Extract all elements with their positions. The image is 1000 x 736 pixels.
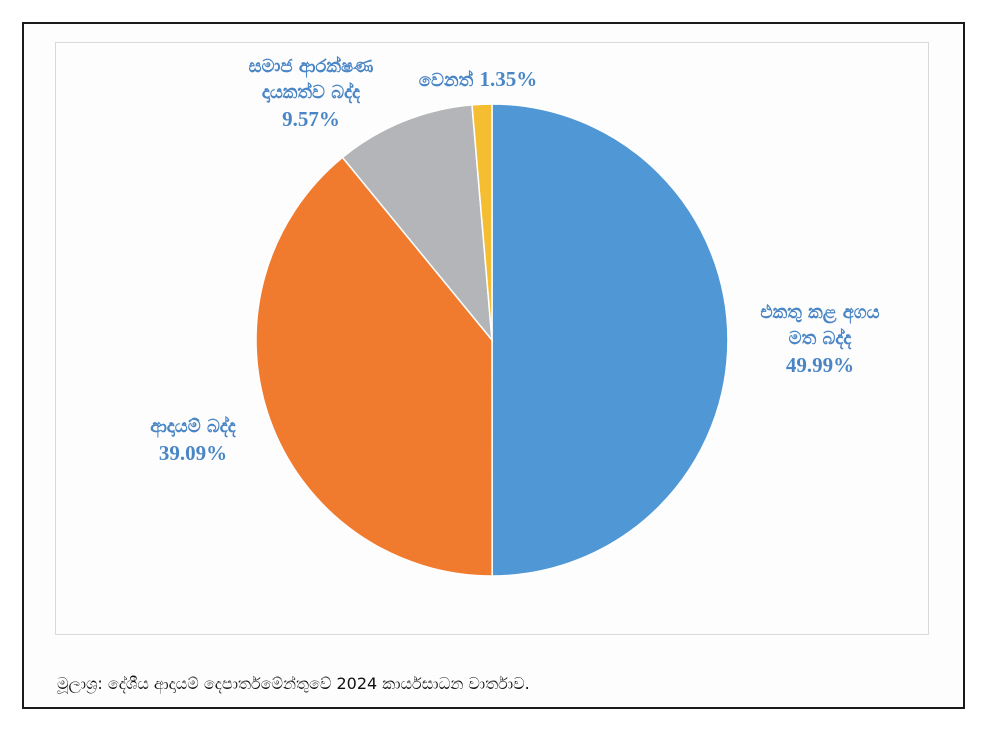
slice-vat	[491, 103, 729, 577]
label-vat-value: 49.99%	[785, 353, 855, 377]
label-social-security-line1: සමාජ ආරක්ෂණ	[248, 56, 374, 77]
slice-other	[471, 103, 493, 341]
label-other-text: වෙනත්	[418, 70, 474, 91]
label-income-tax: ආදායම් බද්ද 39.09%	[118, 414, 268, 466]
label-vat-line1: එකතු කළ අගය	[760, 302, 880, 323]
label-social-security-line2: දායකත්ව බද්ද	[261, 82, 361, 103]
label-other: වෙනත් 1.35%	[398, 66, 558, 94]
slice-income-tax	[255, 156, 493, 577]
label-social-security-value: 9.57%	[282, 107, 340, 131]
label-social-security: සමාජ ආරක්ෂණ දායකත්ව බද්ද 9.57%	[226, 54, 396, 132]
label-other-value: 1.35%	[479, 67, 538, 91]
label-vat-line2: මත බද්ද	[788, 328, 852, 349]
label-vat: එකතු කළ අගය මත බද්ද 49.99%	[740, 300, 900, 378]
label-income-tax-line1: ආදායම් බද්ද	[150, 416, 236, 437]
label-income-tax-value: 39.09%	[158, 441, 228, 465]
slice-social-security	[341, 104, 493, 343]
source-note: මූලාශ්‍ර: දේශීය ආදායම් දෙපාර්තමේන්තුවේ 2…	[57, 674, 530, 693]
